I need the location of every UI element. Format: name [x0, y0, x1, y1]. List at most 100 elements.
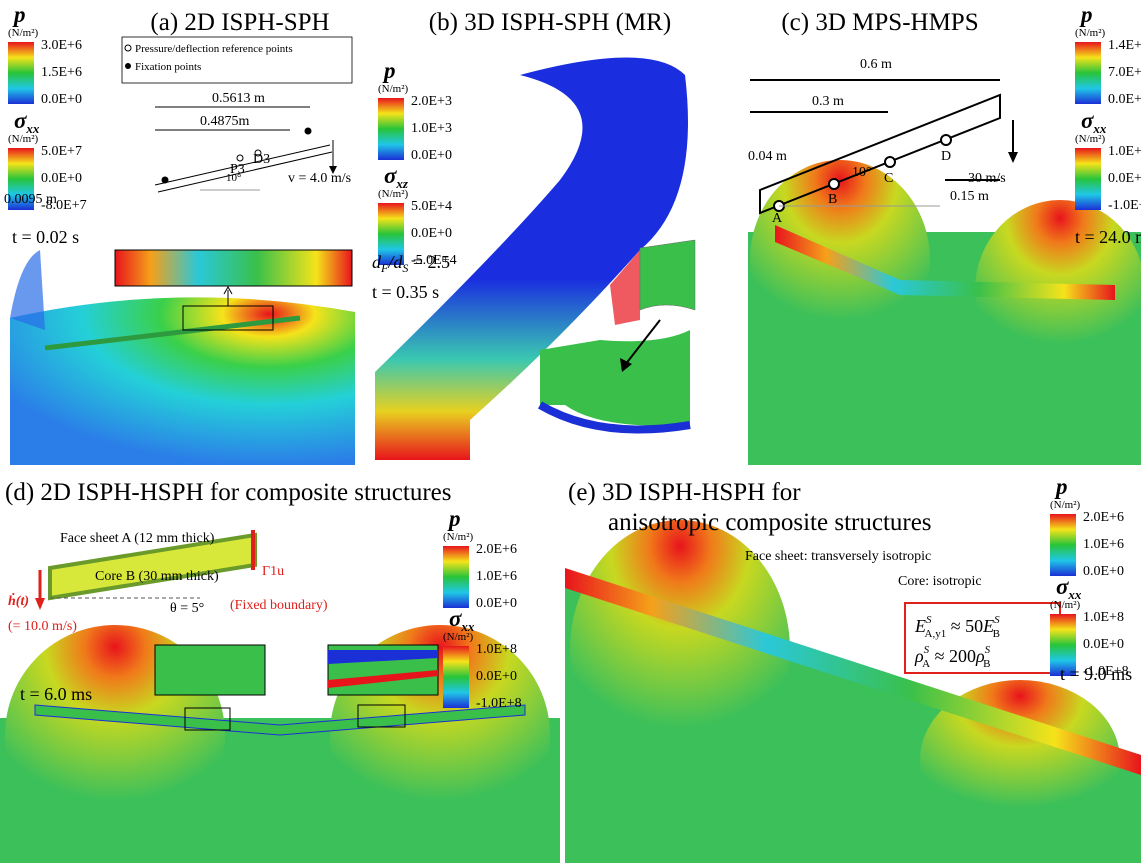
annotation: 10° — [226, 172, 241, 184]
legend-tick: 0.0E+0 — [476, 669, 517, 684]
legend-tick: 2.0E+3 — [411, 94, 452, 109]
panel: (a) 2D ISPH-SPHp(N/m²)3.0E+61.5E+60.0E+0… — [4, 2, 351, 247]
annotation: A — [772, 211, 783, 226]
annotation: 0.6 m — [860, 57, 892, 72]
annotation: 0.04 m — [748, 149, 787, 164]
legend-unit: (N/m²) — [443, 631, 474, 643]
color-bar — [1075, 42, 1101, 104]
equation-part: B — [983, 658, 990, 670]
time-label: t = 0.02 s — [12, 227, 79, 247]
color-bar — [8, 42, 34, 104]
legend-symbol: p — [382, 58, 396, 83]
legend-symbol: p — [1079, 2, 1093, 27]
legend-tick: 1.0E+8 — [1083, 610, 1124, 625]
equation-part: B — [993, 628, 1000, 640]
annotation: D3 — [253, 152, 270, 167]
legend-tick: 2.0E+6 — [476, 542, 517, 557]
annotation: D — [941, 149, 951, 164]
legend-tick: 0.0E+0 — [1108, 171, 1141, 186]
legend-symbol: σxz — [384, 163, 409, 191]
legend-tick: 0.0E+0 — [411, 226, 452, 241]
legend-symbol: σxx — [1081, 108, 1107, 136]
legend-unit: (N/m²) — [378, 83, 409, 95]
annotation: Pressure/deflection reference points — [135, 43, 293, 55]
legend-symbol: σxx — [14, 108, 40, 136]
symbol: p — [1079, 2, 1093, 27]
legend-unit: (N/m²) — [1050, 599, 1081, 611]
legend-unit: (N/m²) — [1050, 499, 1081, 511]
ratio-part: = 2.5 — [408, 252, 450, 272]
annotation: Face sheet A (12 mm thick) — [60, 531, 215, 546]
equation-part: S — [985, 644, 991, 656]
panel-title: (c) 3D MPS-HMPS — [781, 9, 978, 36]
annotation: Face sheet: transversely isotropic — [745, 549, 931, 564]
legend-tick: 7.0E+6 — [1108, 65, 1141, 80]
equation-part: ≈ 200 — [930, 646, 976, 666]
legend-tick: 0.0E+0 — [1083, 637, 1124, 652]
legend-tick: 0.0E+0 — [1108, 92, 1141, 107]
symbol: σ — [14, 108, 27, 133]
symbol: p — [447, 506, 461, 531]
panel-title: (d) 2D ISPH-HSPH for composite structure… — [5, 479, 451, 506]
panel-title: (b) 3D ISPH-SPH (MR) — [429, 9, 671, 36]
ratio-part: /d — [387, 252, 403, 272]
legend-tick: 0.0E+0 — [41, 92, 82, 107]
annotation: θ = 5° — [170, 601, 204, 616]
legend-tick: 2.0E+6 — [1083, 510, 1124, 525]
color-bar — [443, 546, 469, 608]
equation-part: ≈ 50 — [946, 616, 983, 636]
time-label: t = 9.0 ms — [1060, 664, 1132, 684]
annotation: Fixation points — [135, 61, 201, 73]
legend-tick: 1.4E+7 — [1108, 38, 1141, 53]
legend-symbol: p — [1054, 474, 1068, 499]
time-label: t = 6.0 ms — [20, 684, 92, 704]
legend-symbol: σxx — [1056, 574, 1082, 602]
symbol: σ — [1081, 108, 1094, 133]
panel-title: (e) 3D ISPH-HSPH for — [568, 479, 801, 506]
annotation: B — [828, 192, 837, 207]
annotation: (Fixed boundary) — [230, 598, 328, 613]
legend-symbol: σxx — [449, 606, 475, 634]
annotation: Core: isotropic — [898, 574, 982, 589]
legend-tick: 0.0E+0 — [476, 596, 517, 611]
legend-tick: 5.0E+7 — [41, 144, 82, 159]
legend-tick: 0.0E+0 — [1083, 564, 1124, 579]
panel-title: anisotropic composite structures — [608, 509, 932, 536]
color-bar — [1050, 514, 1076, 576]
symbol: p — [382, 58, 396, 83]
legend-tick: -1.0E+9 — [1108, 198, 1141, 213]
color-bar — [1075, 148, 1101, 210]
symbol: p — [1054, 474, 1068, 499]
equation-part: A,y1 — [925, 628, 947, 640]
color-bar — [378, 98, 404, 160]
symbol: p — [12, 2, 26, 27]
legend-tick: 1.0E+6 — [1083, 537, 1124, 552]
legend-unit: (N/m²) — [8, 27, 39, 39]
annotation: 10° — [852, 165, 872, 180]
legend-tick: 1.0E+6 — [476, 569, 517, 584]
legend-tick: 1.5E+6 — [41, 65, 82, 80]
legend-unit: (N/m²) — [378, 188, 409, 200]
annotation: C — [884, 171, 893, 186]
legend-tick: 0.0E+0 — [411, 148, 452, 163]
legend-unit: (N/m²) — [1075, 133, 1106, 145]
equation-part: S — [994, 614, 1000, 626]
annotation: 0.4875m — [200, 114, 250, 129]
legend-tick: 1.0E+3 — [411, 121, 452, 136]
annotation: 0.15 m — [950, 189, 989, 204]
symbol: σ — [1056, 574, 1069, 599]
annotation: 30 m/s — [968, 171, 1006, 186]
equation-part: S — [926, 614, 932, 626]
time-label: t = 0.35 s — [372, 282, 439, 302]
symbol: σ — [449, 606, 462, 631]
annotation: ḣ(t) — [8, 592, 29, 609]
annotation: 0.5613 m — [212, 91, 265, 106]
symbol: σ — [384, 163, 397, 188]
equation: ESA,y1 ≈ 50ESB — [914, 614, 1000, 640]
panel-title: (a) 2D ISPH-SPH — [150, 9, 329, 36]
annotation: Core B (30 mm thick) — [95, 569, 219, 584]
figure: (a) 2D ISPH-SPHp(N/m²)3.0E+61.5E+60.0E+0… — [0, 0, 1141, 863]
color-bar — [443, 646, 469, 708]
annotation: v = 4.0 m/s — [288, 171, 351, 186]
legend-unit: (N/m²) — [1075, 27, 1106, 39]
